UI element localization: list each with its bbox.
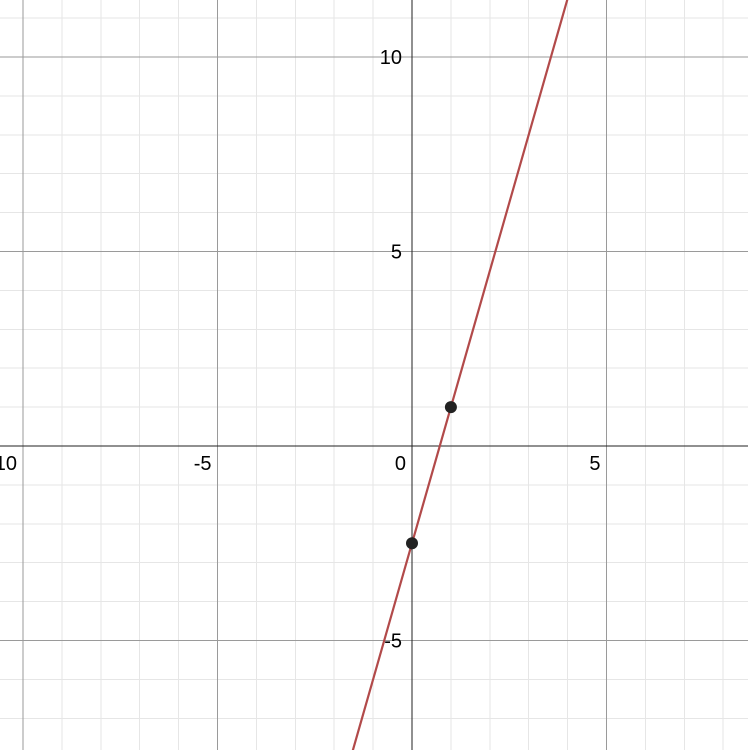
y-tick-label: -5: [384, 631, 402, 653]
x-tick-label: 5: [589, 453, 600, 475]
x-tick-label: -5: [194, 453, 212, 475]
plotted-point: [406, 537, 418, 549]
x-tick-label: -10: [0, 453, 17, 475]
plotted-point: [445, 401, 457, 413]
y-tick-label: 10: [380, 47, 402, 69]
x-tick-label: 0: [395, 453, 406, 475]
y-tick-label: 5: [391, 242, 402, 264]
coordinate-graph: -10 -5 0 5 10 5 -5: [0, 0, 748, 750]
plot-background: [0, 0, 748, 750]
